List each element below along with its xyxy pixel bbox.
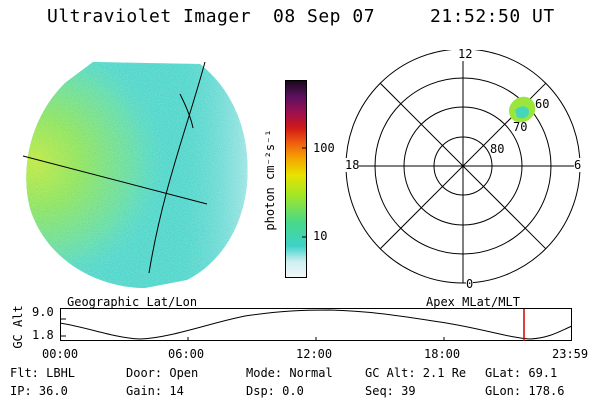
mlt-label-0: 0 — [466, 277, 474, 291]
door-info: Door: Open — [126, 366, 199, 380]
orbit-altitude-timeline — [60, 308, 573, 341]
lat-label-60: 60 — [535, 97, 550, 111]
filter-info: Flt: LBHL — [10, 366, 76, 380]
timeline-x-tick-1200: 12:00 — [296, 347, 333, 361]
colorbar-tick-100: 100 — [313, 141, 335, 155]
gain-info: Gain: 14 — [126, 384, 184, 398]
seq-info: Seq: 39 — [365, 384, 416, 398]
timeline-x-tick-0600: 06:00 — [168, 347, 205, 361]
timeline-y-tick-9: 9.0 — [32, 305, 54, 319]
glon-info: GLon: 178.6 — [485, 384, 565, 398]
colorbar-unit-label: photon cm⁻²s⁻¹ — [263, 129, 277, 231]
timeline-x-tick-1800: 18:00 — [424, 347, 461, 361]
mlt-label-6: 6 — [574, 158, 582, 172]
observation-date: 08 Sep 07 — [273, 6, 376, 27]
instrument-title: Ultraviolet Imager — [47, 6, 252, 27]
uv-disk-image — [22, 61, 248, 288]
timeline-right-label: Apex MLat/MLT — [426, 295, 520, 309]
lat-label-70: 70 — [513, 120, 528, 134]
mode-info: Mode: Normal — [246, 366, 333, 380]
colorbar-tick-10: 10 — [313, 229, 328, 243]
mlt-label-12: 12 — [458, 47, 473, 61]
ip-info: IP: 36.0 — [10, 384, 68, 398]
timeline-x-tick-0000: 00:00 — [42, 347, 79, 361]
timeline-left-label: Geographic Lat/Lon — [67, 295, 198, 309]
lat-label-80: 80 — [490, 142, 505, 156]
timeline-x-tick-2359: 23:59 — [552, 347, 589, 361]
dsp-info: Dsp: 0.0 — [246, 384, 304, 398]
polar-mlt-plot — [345, 50, 581, 284]
mlt-label-18: 18 — [345, 158, 360, 172]
timeline-y-title: GC Alt — [11, 305, 25, 349]
gc-alt-info: GC Alt: 2.1 Re — [365, 366, 467, 380]
observation-time: 21:52:50 UT — [430, 6, 555, 27]
timeline-y-tick-1-8: 1.8 — [32, 328, 54, 342]
glat-info: GLat: 69.1 — [485, 366, 558, 380]
color-scale-bar — [285, 80, 307, 278]
